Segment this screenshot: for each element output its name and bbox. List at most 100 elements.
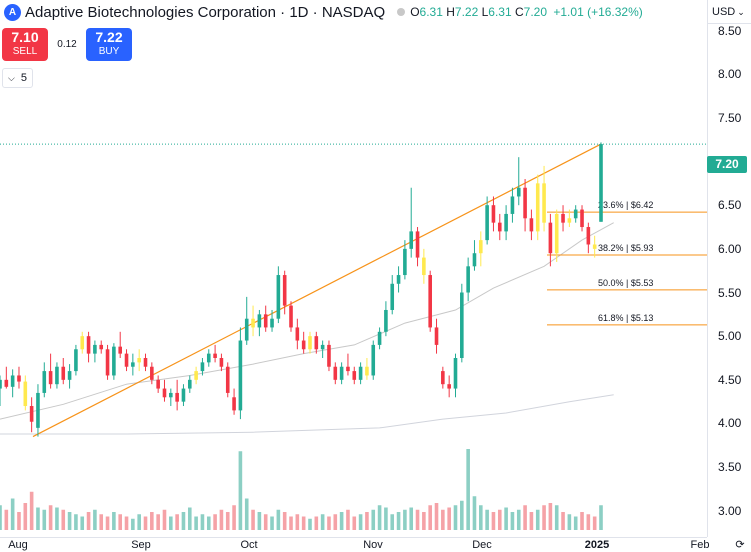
volume-bar xyxy=(4,509,9,530)
currency-select[interactable]: USD ⌄ xyxy=(708,0,751,24)
candle-body xyxy=(479,240,483,254)
candle-body xyxy=(55,366,59,385)
candle-body xyxy=(225,366,230,393)
candle-body xyxy=(580,209,584,228)
candle-body xyxy=(308,336,312,350)
volume-bar xyxy=(333,514,338,530)
candle-body xyxy=(460,292,464,358)
candle-body xyxy=(36,392,40,428)
candle-body xyxy=(554,213,559,254)
volume-bar xyxy=(175,514,179,530)
volume-bar xyxy=(529,512,534,530)
volume-bar xyxy=(415,509,420,530)
chart-area[interactable]: 23.6% | $6.42 38.2% | $5.93 50.0% | $5.53 6… xyxy=(0,0,707,537)
candle-body xyxy=(0,379,2,389)
volume-bar xyxy=(396,512,401,530)
volume-bar xyxy=(548,503,553,530)
buy-price: 7.22 xyxy=(95,29,123,45)
volume-bar xyxy=(592,516,597,530)
candle-body xyxy=(74,349,78,372)
candle-body xyxy=(535,183,540,232)
volume-bar xyxy=(67,512,72,530)
volume-bar xyxy=(523,505,527,530)
fib-level-label: 38.2% | $5.93 xyxy=(598,243,653,253)
sell-price: 7.10 xyxy=(11,29,39,45)
candle-body xyxy=(327,344,331,367)
volume-bar xyxy=(497,509,502,530)
close-value: 7.20 xyxy=(523,5,548,19)
symbol-title[interactable]: Adaptive Biotechnologies Corporation · 1… xyxy=(25,3,386,21)
volume-bar xyxy=(460,500,464,530)
candle-body xyxy=(466,266,470,293)
candle-body xyxy=(175,392,179,402)
candle-body xyxy=(428,275,432,328)
candle-body xyxy=(371,344,376,376)
sell-label: SELL xyxy=(12,46,38,57)
candle-body xyxy=(346,366,350,372)
candle-body xyxy=(314,336,319,350)
candle-body xyxy=(599,144,603,222)
candle-body xyxy=(67,371,72,380)
volume-bar xyxy=(124,516,129,530)
volume-bar xyxy=(150,512,154,530)
volume-bar xyxy=(485,509,489,530)
volume-bar xyxy=(295,514,300,530)
candle-body xyxy=(263,314,268,328)
candle-body xyxy=(573,209,578,219)
volume-bar xyxy=(93,509,97,530)
candle-body xyxy=(586,227,591,245)
volume-bar xyxy=(384,507,388,530)
volume-bar xyxy=(441,509,445,530)
open-value: 6.31 xyxy=(419,5,443,19)
trade-panel: 7.10 SELL 0.12 7.22 BUY xyxy=(2,28,132,61)
open-label: O xyxy=(410,5,420,19)
volume-bar xyxy=(403,509,407,530)
candle-body xyxy=(485,205,489,241)
candle-body xyxy=(365,366,369,376)
low-label: L xyxy=(481,5,489,19)
volume-bar xyxy=(181,512,186,530)
price-tick-label: 7.50 xyxy=(718,110,742,125)
volume-bar xyxy=(29,491,34,530)
candle-body xyxy=(112,346,116,376)
volume-bar xyxy=(453,505,458,530)
sell-button[interactable]: 7.10 SELL xyxy=(2,28,48,61)
buy-button[interactable]: 7.22 BUY xyxy=(86,28,132,61)
volume-bar xyxy=(491,512,496,530)
candle-body xyxy=(510,196,515,214)
volume-bar xyxy=(289,516,293,530)
candle-body xyxy=(529,218,534,232)
chevron-down-icon: ⌄ xyxy=(737,7,745,17)
change-value: +1.01 (+16.32%) xyxy=(553,5,643,19)
price-tick-label: 4.50 xyxy=(718,372,742,387)
volume-bar xyxy=(339,512,344,530)
candle-body xyxy=(200,362,205,372)
candle-body xyxy=(497,222,502,232)
candle-body xyxy=(567,218,572,223)
time-axis[interactable]: Aug Sep Oct Nov Dec 2025 Feb xyxy=(0,537,709,552)
indicators-toggle-button[interactable]: ⌵ 5 xyxy=(2,68,33,88)
spread-value: 0.12 xyxy=(57,39,77,50)
volume-bar xyxy=(118,514,122,530)
candle-body xyxy=(93,344,97,354)
price-tick-label: 8.00 xyxy=(718,67,742,82)
candle-body xyxy=(29,406,34,422)
candle-body xyxy=(339,366,344,380)
volume-bar xyxy=(276,509,281,530)
ohlc-readout: O6.31 H7.22 L6.31 C7.20 +1.01 (+16.32%) xyxy=(410,5,643,19)
volume-bar xyxy=(143,516,148,530)
volume-bar xyxy=(365,512,369,530)
time-tick-label: Oct xyxy=(240,539,258,551)
price-axis[interactable]: 8.508.007.507.006.506.005.505.004.504.00… xyxy=(707,0,751,537)
last-price-tag: 7.20 xyxy=(707,156,747,173)
candle-body xyxy=(409,231,414,249)
candle-body xyxy=(80,336,85,350)
volume-bar xyxy=(156,514,160,530)
market-status-icon[interactable] xyxy=(397,8,406,16)
price-chart[interactable]: 23.6% | $6.42 38.2% | $5.93 50.0% | $5.53 6… xyxy=(0,0,707,537)
go-to-date-icon[interactable]: ⟳ xyxy=(735,539,745,551)
volume-bar xyxy=(535,509,540,530)
candle-body xyxy=(61,366,66,380)
volume-bar xyxy=(586,514,591,530)
fib-level-label: 50.0% | $5.53 xyxy=(598,278,653,288)
